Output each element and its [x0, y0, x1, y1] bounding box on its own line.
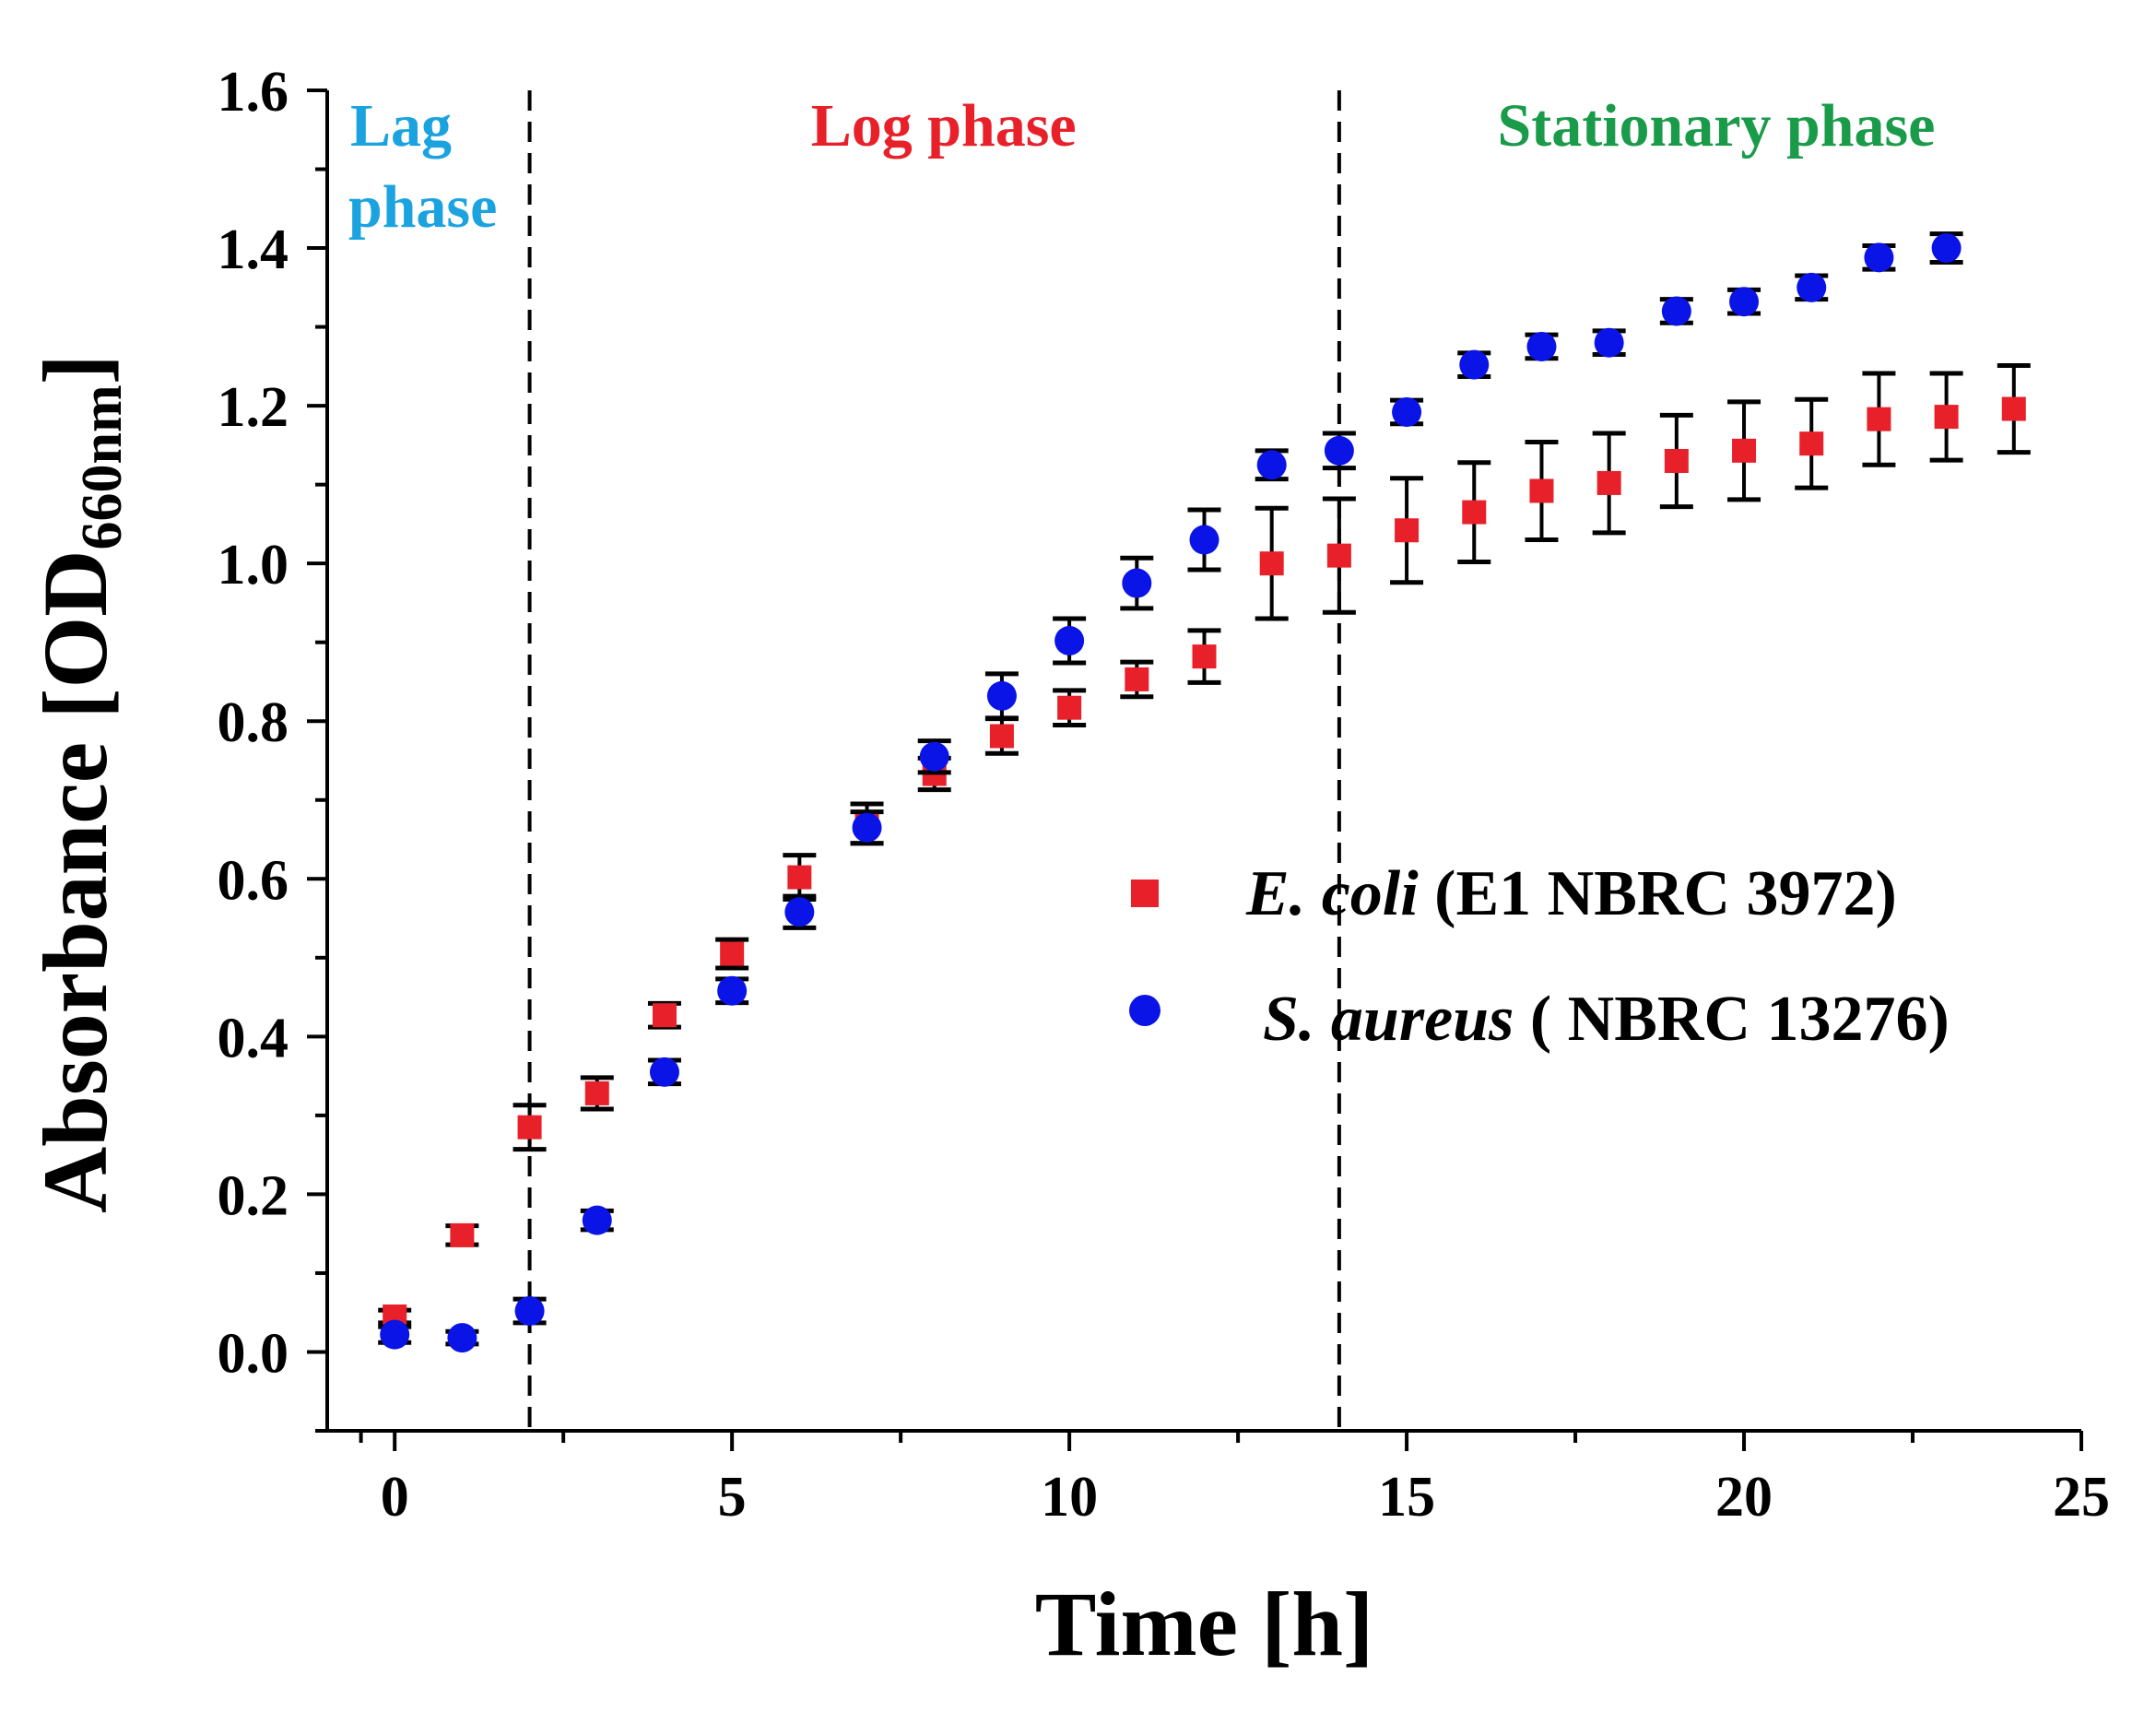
legend-marker-ecoli [1131, 880, 1159, 907]
data-point [649, 1057, 679, 1087]
axes [307, 89, 2083, 1451]
data-point [1799, 431, 1824, 456]
data-point [1122, 568, 1152, 598]
legend: E. coli (E1 NBRC 3972) S. aureus ( NBRC … [1129, 858, 1950, 1055]
x-tick-label: 5 [718, 1466, 747, 1529]
data-point [1189, 525, 1219, 555]
legend-label-saureus-species: S. aureus [1263, 984, 1514, 1055]
data-point [986, 680, 1017, 711]
x-axis-title: Time [h] [1035, 1573, 1374, 1675]
data-point [1462, 500, 1487, 525]
legend-label-ecoli-strain: (E1 NBRC 3972) [1419, 858, 1897, 929]
data-point [1934, 405, 1959, 430]
data-point [450, 1222, 475, 1247]
data-point [1326, 543, 1351, 568]
y-tick-label: 1.0 [218, 534, 289, 596]
legend-label-saureus-strain: ( NBRC 13276) [1514, 984, 1949, 1055]
y-tick-label: 1.2 [218, 376, 289, 439]
data-point [989, 724, 1014, 749]
phase-label-lag-line2: phase [348, 173, 497, 241]
x-tick-label: 10 [1041, 1466, 1098, 1529]
data-point [1864, 242, 1894, 273]
y-axis-title: Absorbance [OD660nm] [24, 354, 134, 1213]
legend-label-ecoli-species: E. coli [1245, 858, 1419, 929]
phase-dividers [527, 90, 1341, 1431]
data-point [1192, 644, 1217, 669]
data-point [1256, 450, 1287, 480]
data-point [1596, 470, 1621, 495]
data-point [852, 812, 882, 843]
data-point [447, 1323, 477, 1353]
data-point [1529, 478, 1554, 503]
data-point [380, 1319, 410, 1350]
data-point [1259, 551, 1284, 576]
phase-labels: Lag phase Log phase Stationary phase [348, 92, 1935, 241]
series-ecoli [378, 362, 2031, 1328]
data-point [1054, 625, 1085, 655]
series-saureus [378, 231, 1963, 1353]
data-point [517, 1115, 542, 1139]
data-point [1661, 296, 1691, 326]
phase-label-stationary: Stationary phase [1498, 92, 1936, 159]
y-tick-label: 1.6 [218, 61, 289, 124]
data-point [1664, 448, 1689, 473]
data-point [787, 865, 812, 890]
legend-label-saureus: S. aureus ( NBRC 13276) [1263, 984, 1950, 1055]
tick-labels: 0 5 10 15 20 25 0.0 0.2 0.4 0.6 0.8 1.0 1.2 1.4 1.6 [218, 61, 2111, 1529]
data-point [1867, 407, 1891, 431]
data-series [378, 231, 2031, 1353]
y-tick-label: 0.2 [218, 1164, 289, 1227]
y-tick-label: 0.4 [218, 1007, 289, 1069]
data-point [919, 741, 949, 772]
data-point [1526, 331, 1557, 361]
data-point [1392, 396, 1422, 427]
data-point [717, 975, 748, 1006]
data-point [784, 897, 815, 927]
y-tick-label: 0.6 [218, 849, 289, 912]
y-axis-title-main: Absorbance [OD [24, 550, 126, 1213]
y-axis-title-subscript: 660nm [71, 384, 134, 549]
y-tick-label: 0.8 [218, 691, 289, 754]
data-point [582, 1205, 612, 1235]
data-point [652, 1003, 677, 1028]
x-tick-label: 15 [1378, 1466, 1435, 1529]
data-point [1125, 667, 1149, 691]
data-point [720, 941, 745, 966]
y-tick-label: 0.0 [218, 1322, 289, 1385]
data-point [1057, 695, 1082, 720]
data-point [1324, 435, 1354, 466]
data-point [514, 1295, 545, 1326]
data-point [1732, 438, 1757, 463]
x-tick-label: 25 [2053, 1466, 2110, 1529]
phase-label-lag-line1: Lag [350, 92, 452, 159]
data-point [1797, 272, 1827, 302]
data-point [1395, 518, 1420, 543]
x-tick-label: 20 [1715, 1466, 1773, 1529]
phase-label-log: Log phase [811, 92, 1077, 159]
data-point [1459, 349, 1490, 380]
data-point [1594, 327, 1624, 358]
data-point [2001, 396, 2026, 421]
data-point [1729, 287, 1760, 317]
y-tick-label: 1.4 [218, 218, 289, 281]
legend-marker-saureus [1129, 995, 1160, 1026]
y-axis-title-close: ] [24, 354, 126, 384]
legend-label-ecoli: E. coli (E1 NBRC 3972) [1245, 858, 1897, 929]
x-tick-label: 0 [381, 1466, 409, 1529]
data-point [584, 1080, 609, 1105]
data-point [1931, 233, 1962, 264]
